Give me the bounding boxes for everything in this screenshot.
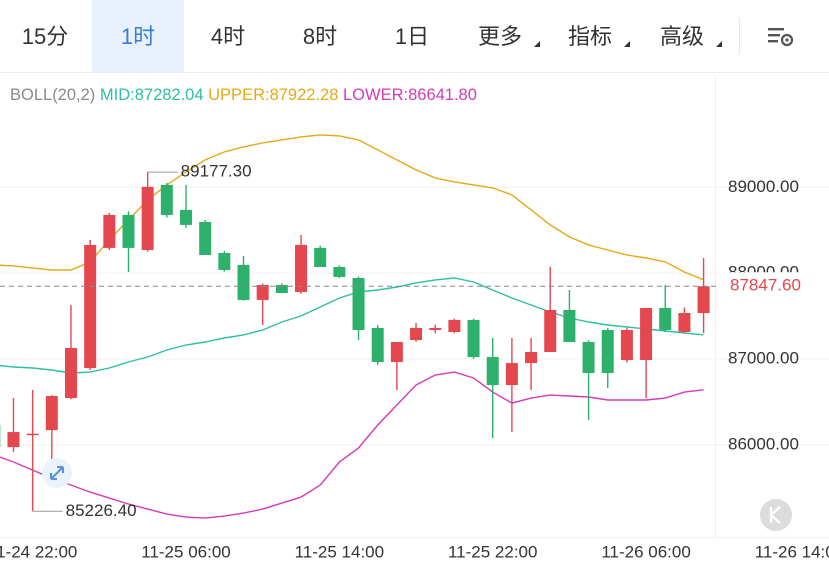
- candle-body: [620, 329, 633, 361]
- x-tick-label: 11-26 14:00: [755, 542, 829, 561]
- candle-body: [295, 244, 308, 292]
- legend-entry: MID:87282.04: [100, 86, 204, 104]
- candle-body: [697, 286, 710, 313]
- candle-body: [199, 221, 212, 255]
- candle-body: [64, 348, 77, 399]
- y-tick-label: 87000.00: [728, 348, 799, 367]
- candle-body: [237, 264, 250, 300]
- candle-body: [352, 277, 365, 330]
- candle-body: [544, 309, 557, 352]
- max-label: 89177.30: [181, 162, 252, 181]
- dropdown-marker: [624, 41, 630, 47]
- candle-body: [141, 186, 154, 250]
- tab[interactable]: 更多: [478, 24, 522, 49]
- candle-body: [601, 329, 614, 374]
- plot-area: [0, 134, 710, 519]
- y-tick-label: 86000.00: [728, 434, 799, 453]
- candle-body: [180, 209, 192, 225]
- tab[interactable]: 指标: [568, 24, 612, 49]
- candle-body: [333, 266, 346, 277]
- tab[interactable]: 1日: [395, 24, 429, 49]
- candle-body: [314, 247, 327, 267]
- candle-body: [505, 363, 518, 386]
- x-tick-label: 11-25 22:00: [448, 542, 537, 561]
- indicator-legend: BOLL(20,2) MID:87282.04 UPPER:87922.28 L…: [10, 86, 477, 104]
- legend-entry: LOWER:86641.80: [343, 86, 477, 104]
- candle-body: [563, 309, 576, 343]
- candle-body: [467, 319, 480, 358]
- candle-body: [486, 357, 499, 386]
- candle-body: [371, 328, 384, 363]
- y-tick-label: 89000.00: [728, 177, 799, 196]
- kline-toggle[interactable]: [760, 499, 792, 531]
- candle-body: [26, 433, 39, 436]
- tab[interactable]: 高级: [660, 24, 704, 49]
- candle-body: [525, 351, 538, 364]
- dropdown-marker: [716, 41, 722, 47]
- candle-body: [84, 244, 97, 369]
- candle-body: [640, 308, 653, 361]
- candle-body: [390, 342, 403, 363]
- legend-entry: UPPER:87922.28: [208, 86, 338, 104]
- candle-body: [45, 396, 58, 431]
- candle-body: [429, 328, 442, 330]
- tab[interactable]: 8时: [303, 24, 337, 49]
- tab[interactable]: 1时: [121, 24, 155, 49]
- candle-body: [256, 285, 269, 300]
- candle-body: [275, 285, 288, 293]
- dropdown-marker: [534, 41, 540, 47]
- settings-icon[interactable]: [768, 28, 794, 47]
- last-price-label: 87847.60: [730, 276, 801, 295]
- candle-body: [582, 342, 595, 374]
- x-tick-label: 11-25 06:00: [141, 542, 230, 561]
- candle-body: [659, 308, 672, 330]
- candle-body: [7, 432, 20, 448]
- tab[interactable]: 15分: [22, 24, 68, 49]
- candle-body: [410, 328, 423, 341]
- tab-bar: 15分 1时 4时 8时 1日 更多 指标 高级: [0, 0, 829, 73]
- tab[interactable]: 4时: [211, 24, 245, 49]
- candle-body: [448, 319, 461, 332]
- active-tab-bg: [92, 0, 184, 72]
- x-tick-label: 11-24 22:00: [0, 542, 77, 561]
- indicator-name: BOLL(20,2): [10, 86, 95, 104]
- candle-body: [160, 184, 173, 215]
- candle-body: [218, 252, 231, 270]
- candle-body: [122, 214, 135, 248]
- min-label: 85226.40: [66, 501, 137, 520]
- boll-line: [0, 277, 704, 374]
- x-tick-label: 11-26 06:00: [601, 542, 690, 561]
- candle-body: [678, 312, 691, 332]
- boll-line: [0, 371, 704, 519]
- candle-body: [103, 214, 116, 248]
- x-tick-label: 11-25 14:00: [295, 542, 384, 561]
- expand-button[interactable]: [42, 458, 72, 488]
- last-price-box: [718, 272, 829, 301]
